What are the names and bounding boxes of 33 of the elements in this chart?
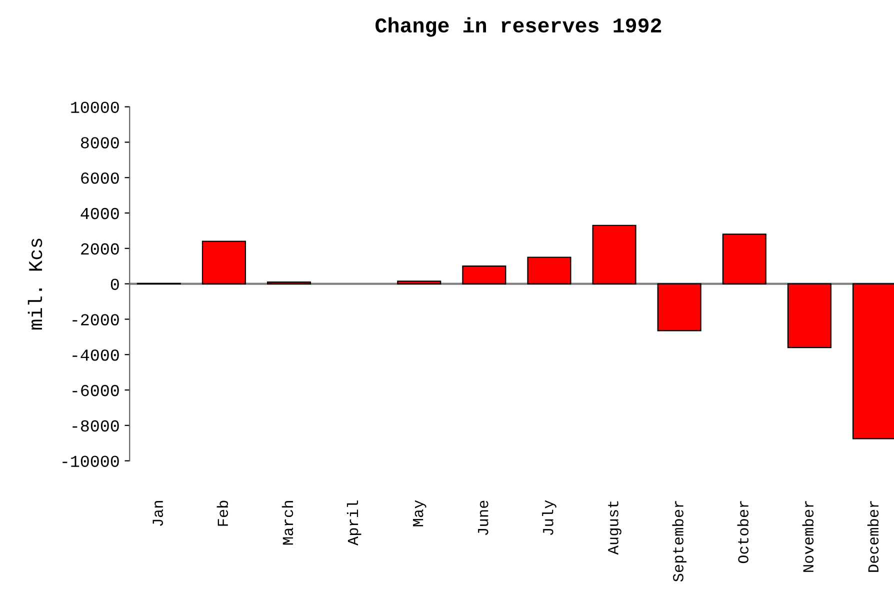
bar bbox=[592, 224, 636, 284]
y-tick-label: -2000 bbox=[72, 314, 119, 326]
y-tick-label: -10000 bbox=[62, 456, 119, 468]
x-tick-label: June bbox=[478, 500, 488, 536]
y-tick-label: -4000 bbox=[72, 349, 119, 361]
bar bbox=[657, 283, 702, 332]
y-tick-label: 0 bbox=[110, 278, 119, 290]
x-tick-label: Jan bbox=[152, 501, 164, 526]
x-tick-label: April bbox=[346, 500, 362, 546]
bar bbox=[462, 266, 506, 284]
chart-title: Change in reserves 1992 bbox=[376, 17, 662, 37]
y-tick-label: 10000 bbox=[71, 102, 119, 114]
y-tick-label: -8000 bbox=[72, 420, 119, 432]
x-tick-label: September bbox=[672, 501, 686, 582]
x-tick-label: July bbox=[542, 500, 556, 536]
x-tick-label: Feb bbox=[216, 500, 228, 526]
bar bbox=[397, 280, 442, 284]
y-tick-label: -6000 bbox=[72, 384, 119, 396]
x-tick-label: May bbox=[413, 500, 426, 526]
x-tick-label: March bbox=[282, 501, 294, 545]
bar bbox=[202, 240, 246, 284]
y-tick-label: 4000 bbox=[80, 208, 119, 220]
bar bbox=[722, 234, 766, 284]
y-axis-title: mil. Kcs bbox=[28, 238, 42, 330]
y-tick-label: 6000 bbox=[81, 172, 119, 184]
x-tick-label: August bbox=[608, 501, 622, 555]
y-tick-label: 2000 bbox=[81, 243, 119, 255]
x-tick-label: October bbox=[737, 501, 748, 564]
x-tick-label: November bbox=[802, 501, 814, 572]
bar bbox=[787, 283, 832, 348]
bar bbox=[527, 256, 572, 284]
x-tick-label: December bbox=[867, 501, 879, 572]
y-tick-label: 8000 bbox=[80, 137, 119, 148]
